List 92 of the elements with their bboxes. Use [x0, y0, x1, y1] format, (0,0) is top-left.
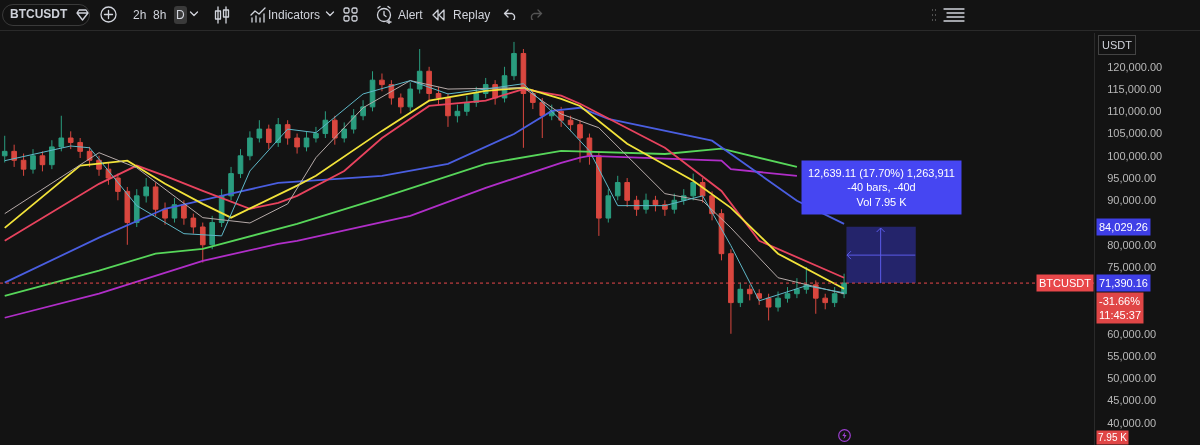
candlestick: [464, 95, 470, 117]
y-tick-label: 80,000.00: [1107, 238, 1157, 251]
y-tick-label: 110,000.00: [1107, 105, 1162, 118]
candlestick: [624, 177, 630, 208]
candlestick: [11, 144, 17, 168]
candlestick: [567, 115, 574, 132]
candlestick: [322, 110, 329, 139]
candlestick: [765, 293, 772, 321]
y-tick-label: 75,000.00: [1107, 260, 1157, 273]
candlestick: [313, 126, 319, 143]
candlestick: [633, 195, 640, 217]
candlestick: [181, 199, 187, 226]
candlestick: [67, 130, 74, 150]
y-axis-title: USDT: [1102, 39, 1133, 51]
candlestick: [596, 150, 602, 237]
line-series: [3, 154, 798, 319]
candlestick: [398, 93, 404, 115]
candlestick: [190, 213, 197, 235]
candlestick: [520, 48, 527, 149]
text: 11:45:37: [1099, 309, 1142, 322]
candlestick: [58, 115, 65, 152]
line-series: [3, 147, 798, 297]
candlestick: [435, 86, 442, 106]
text: Replay: [453, 7, 491, 23]
y-tick-label: 115,000.00: [1107, 82, 1162, 95]
candlestick: [794, 277, 800, 299]
candlestick: [199, 222, 206, 264]
candlestick: [152, 181, 159, 217]
annotation: Vol 7.95 K: [856, 195, 908, 208]
candlestick: [247, 130, 253, 161]
annotation: -40 bars, -40d: [847, 181, 916, 194]
candlestick: [746, 284, 753, 301]
candlestick: [237, 148, 244, 179]
y-tick-label: 40,000.00: [1107, 416, 1157, 429]
candlestick: [445, 93, 451, 128]
y-tick-label: 55,000.00: [1107, 349, 1157, 362]
candlestick: [162, 202, 168, 226]
candlestick: [784, 286, 791, 304]
candlestick: [822, 293, 829, 310]
candlestick: [379, 72, 385, 92]
candlestick: [209, 215, 216, 250]
text: 2h: [133, 7, 147, 23]
ref-line-label: BTCUSDT: [1039, 277, 1092, 289]
text: Alert: [398, 7, 423, 23]
text: 7.95 K: [1098, 432, 1128, 443]
candlestick: [454, 104, 461, 123]
y-tick-label: 120,000.00: [1107, 60, 1163, 73]
candlestick: [577, 119, 583, 163]
candlestick: [812, 279, 819, 315]
candlestick: [643, 193, 649, 215]
candlestick: [775, 291, 781, 313]
candlestick: [652, 195, 659, 212]
candlestick: [831, 286, 838, 308]
candlestick: [737, 282, 744, 308]
text: -31.66%: [1099, 295, 1141, 307]
candlestick: [341, 121, 348, 143]
candlestick: [256, 119, 263, 143]
y-tick-label: 100,000.00: [1107, 149, 1163, 162]
candlestick: [756, 288, 763, 306]
text: Indicators: [268, 7, 321, 23]
text: 71,390.16: [1099, 277, 1148, 289]
candlestick: [49, 139, 55, 170]
text: D: [174, 6, 187, 24]
y-tick-label: 95,000.00: [1107, 171, 1157, 184]
candlestick: [143, 177, 149, 204]
candlestick: [228, 166, 234, 201]
candlestick: [124, 186, 131, 246]
candlestick: [605, 188, 612, 224]
chart-title: BTCUSDT: [10, 6, 68, 22]
text: 8h: [153, 7, 167, 23]
y-tick-label: 45,000.00: [1107, 394, 1157, 407]
candlestick: [331, 115, 338, 146]
candlestick: [407, 81, 414, 112]
candlestick: [614, 175, 621, 201]
candlestick: [20, 153, 27, 177]
candlestick: [690, 173, 696, 201]
candlestick: [539, 97, 546, 139]
candlestick: [30, 148, 36, 175]
candlestick: [284, 119, 291, 146]
y-tick-label: 105,000.00: [1107, 127, 1163, 140]
candlestick: [265, 124, 272, 150]
y-tick-label: 90,000.00: [1107, 194, 1157, 207]
candlestick: [728, 248, 734, 335]
y-tick-label: 60,000.00: [1107, 327, 1157, 340]
candlestick: [1, 135, 8, 163]
annotation: 12,639.11 (17.70%) 1,263,911: [808, 167, 955, 179]
candlestick: [511, 41, 517, 81]
candlestick: [294, 133, 300, 155]
y-tick-label: 50,000.00: [1107, 372, 1157, 385]
candlestick: [39, 150, 46, 172]
text: 84,029.26: [1099, 221, 1148, 233]
candlestick: [303, 130, 310, 152]
